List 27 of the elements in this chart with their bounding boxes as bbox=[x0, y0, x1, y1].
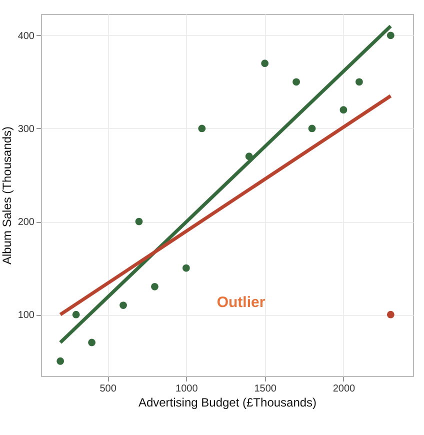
x-axis-title: Advertising Budget (£Thousands) bbox=[138, 396, 317, 410]
x-tick-label: 500 bbox=[100, 384, 117, 394]
point bbox=[88, 338, 96, 346]
point bbox=[356, 78, 363, 86]
y-tick-label: 100 bbox=[18, 310, 35, 322]
point bbox=[308, 124, 316, 132]
y-tick-label: 300 bbox=[18, 124, 35, 135]
point bbox=[245, 152, 253, 160]
point bbox=[72, 310, 80, 318]
point bbox=[292, 78, 300, 86]
x-tick-label: 1000 bbox=[176, 384, 198, 394]
x-tick-label: 2000 bbox=[332, 384, 356, 394]
point bbox=[135, 218, 143, 226]
y-tick-label: 400 bbox=[18, 30, 35, 42]
point bbox=[340, 106, 348, 114]
point bbox=[386, 310, 394, 318]
point bbox=[182, 264, 190, 272]
x-tick-label: 1500 bbox=[254, 384, 277, 394]
point bbox=[56, 357, 64, 365]
point bbox=[198, 124, 206, 132]
y-axis-title: Album Sales (Thousands) bbox=[0, 126, 14, 265]
point bbox=[386, 32, 394, 40]
point bbox=[261, 60, 269, 68]
point bbox=[151, 282, 158, 290]
annotation: Outlier bbox=[216, 294, 266, 311]
y-tick-label: 200 bbox=[18, 217, 35, 228]
point bbox=[120, 302, 127, 309]
